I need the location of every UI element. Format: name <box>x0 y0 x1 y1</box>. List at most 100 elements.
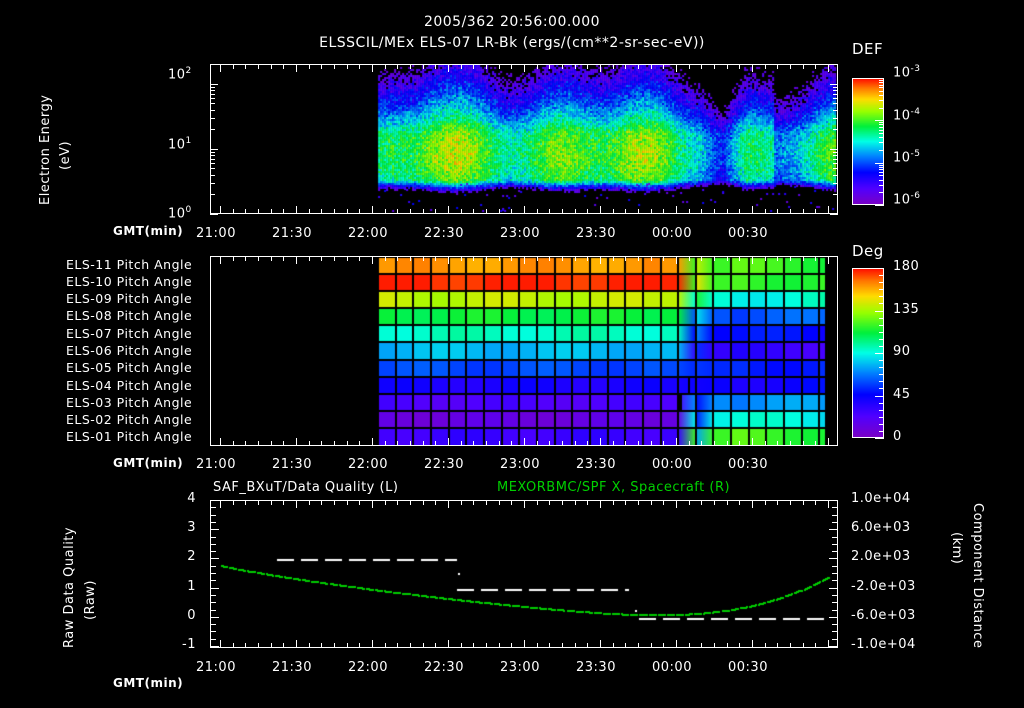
axis-tick <box>832 610 838 611</box>
panel3-ylabel-right-line1: Component Distance <box>970 503 985 649</box>
axis-tick <box>833 110 838 111</box>
panel1-ytick-1: 101 <box>168 136 192 152</box>
axis-tick <box>777 643 778 648</box>
panel1-ylabel-line1: Electron Energy <box>38 94 53 205</box>
axis-tick <box>271 500 272 505</box>
axis-tick <box>537 209 538 214</box>
axis-tick <box>832 639 838 640</box>
axis-tick <box>613 500 614 505</box>
axis-tick <box>600 640 601 648</box>
axis-tick <box>833 94 838 95</box>
pitch-angle-row-label: ELS-05 Pitch Angle <box>66 360 193 376</box>
axis-tick <box>309 441 310 446</box>
axis-tick <box>777 500 778 505</box>
axis-tick <box>448 64 449 72</box>
axis-tick <box>815 441 816 446</box>
axis-tick <box>587 441 588 446</box>
axis-tick <box>777 64 778 69</box>
axis-tick-label: 2.0e+03 <box>851 549 911 564</box>
axis-tick <box>499 441 500 446</box>
axis-tick <box>833 175 838 176</box>
axis-tick <box>448 438 449 446</box>
axis-tick <box>423 500 424 505</box>
pitch-angle-row-label: ELS-11 Pitch Angle <box>66 256 193 272</box>
axis-tick <box>385 64 386 69</box>
axis-tick <box>210 558 219 559</box>
axis-tick <box>283 256 284 261</box>
axis-tick <box>879 95 884 96</box>
axis-tick <box>321 64 322 69</box>
axis-tick <box>879 124 884 125</box>
axis-tick <box>334 256 335 261</box>
axis-tick <box>486 500 487 505</box>
axis-tick <box>549 64 550 69</box>
panel-pitch-angle <box>210 256 838 446</box>
axis-tick <box>461 209 462 214</box>
axis-tick <box>575 643 576 648</box>
axis-tick <box>829 500 838 501</box>
axis-tick <box>359 643 360 648</box>
axis-tick <box>663 643 664 648</box>
axis-tick <box>549 441 550 446</box>
axis-tick <box>676 500 677 508</box>
axis-tick <box>423 209 424 214</box>
cb-def-m3: 10 <box>893 192 911 208</box>
axis-tick <box>676 640 677 648</box>
axis-tick <box>562 209 563 214</box>
axis-tick <box>875 163 884 164</box>
axis-tick <box>587 256 588 261</box>
axis-tick <box>832 551 838 552</box>
axis-tick <box>524 64 525 72</box>
axis-tick-label: 00:00 <box>652 660 692 675</box>
axis-tick <box>309 500 310 505</box>
axis-tick <box>423 64 424 69</box>
axis-tick <box>714 209 715 214</box>
axis-tick <box>499 64 500 69</box>
axis-tick <box>663 209 664 214</box>
axis-tick <box>210 163 215 164</box>
pitch-angle-row-label: ELS-04 Pitch Angle <box>66 377 193 393</box>
panel1-ytick-0-exp: 0 <box>185 205 192 215</box>
axis-tick <box>832 522 838 523</box>
axis-tick <box>210 624 216 625</box>
axis-tick <box>790 643 791 648</box>
axis-tick <box>739 441 740 446</box>
axis-tick <box>638 441 639 446</box>
axis-tick <box>233 643 234 648</box>
axis-tick <box>233 209 234 214</box>
axis-tick <box>739 64 740 69</box>
axis-tick <box>562 441 563 446</box>
axis-tick <box>271 209 272 214</box>
axis-tick <box>803 500 804 505</box>
axis-tick <box>638 500 639 505</box>
axis-tick-label: 6.0e+03 <box>851 520 911 535</box>
axis-tick <box>296 640 297 648</box>
axis-tick <box>676 64 677 72</box>
axis-tick-label: 21:00 <box>196 457 236 472</box>
axis-tick <box>210 529 219 530</box>
axis-tick <box>271 643 272 648</box>
axis-tick-label: -6.0e+03 <box>851 608 916 623</box>
axis-tick <box>283 209 284 214</box>
axis-tick <box>600 64 601 72</box>
axis-tick <box>334 64 335 69</box>
panel2-xaxis-label: GMT(min) <box>113 456 184 470</box>
axis-tick <box>689 500 690 505</box>
axis-tick <box>210 507 216 508</box>
axis-tick <box>875 205 884 206</box>
axis-tick <box>803 256 804 261</box>
axis-tick <box>562 643 563 648</box>
axis-tick <box>499 500 500 505</box>
axis-tick-label: 23:00 <box>500 660 540 675</box>
axis-tick <box>210 602 216 603</box>
axis-tick <box>385 500 386 505</box>
colorbar-deg-title: Deg <box>852 242 884 260</box>
axis-tick <box>321 500 322 505</box>
axis-tick <box>473 500 474 505</box>
axis-tick <box>727 64 728 69</box>
axis-tick <box>803 441 804 446</box>
axis-tick <box>461 441 462 446</box>
pitch-angle-row-label: ELS-07 Pitch Angle <box>66 325 193 341</box>
axis-tick <box>832 631 838 632</box>
axis-tick <box>210 595 216 596</box>
